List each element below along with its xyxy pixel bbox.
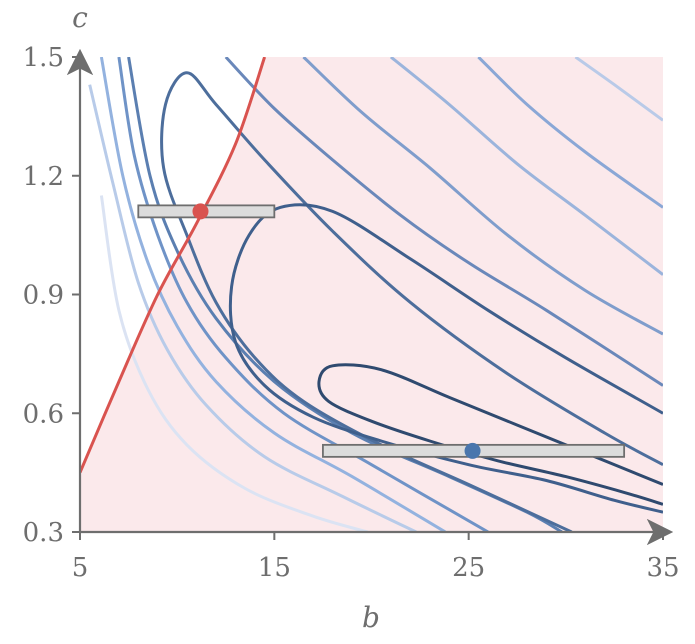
contour-line-4 (117, 57, 489, 532)
contour-lines (88, 57, 663, 532)
y-tick-label: 0.3 (23, 518, 64, 548)
boundary-optimum-point (192, 203, 209, 220)
y-axis-title: c (72, 1, 88, 34)
y-tick-label: 1.2 (23, 162, 64, 192)
x-tick-label: 15 (258, 553, 291, 583)
contour-line-2 (88, 84, 417, 532)
contour-line-1 (99, 195, 369, 532)
axes: 5 15 25 35 0.3 0.6 0.9 1.2 1.5 b c (23, 1, 680, 634)
contour-line-11 (224, 57, 663, 387)
x-ticks: 5 15 25 35 (72, 532, 680, 583)
contour-line-13 (477, 57, 663, 209)
x-tick-label: 5 (72, 553, 89, 583)
contour-line-10 (302, 57, 663, 336)
contour-line-6 (160, 71, 663, 532)
contour-line-8 (317, 363, 663, 506)
contour-line-3 (99, 57, 447, 532)
x-tick-label: 35 (646, 553, 679, 583)
y-tick-label: 0.9 (23, 281, 64, 311)
contour-line-7 (228, 203, 663, 514)
contour-line-9 (389, 57, 663, 276)
shaded-feasible-region (80, 57, 663, 532)
x-axis-title: b (362, 601, 380, 634)
plot-area (80, 57, 663, 532)
contour-line-12 (574, 57, 663, 122)
y-tick-label: 0.6 (23, 399, 64, 429)
marker-layer (137, 203, 626, 459)
global-optimum-point (464, 442, 481, 459)
boundary-curve (80, 57, 267, 474)
y-tick-label: 1.5 (23, 43, 64, 73)
x-tick-label: 25 (452, 553, 485, 583)
y-ticks: 0.3 0.6 0.9 1.2 1.5 (23, 43, 80, 548)
